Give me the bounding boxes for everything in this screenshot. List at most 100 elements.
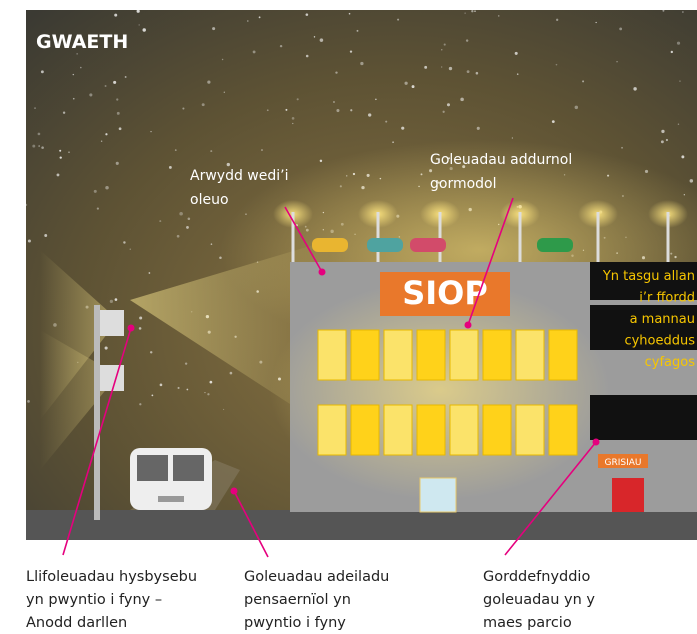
star <box>333 101 335 103</box>
label-line: Llifoleuadau hysbysebu <box>26 569 197 585</box>
star <box>368 113 371 116</box>
pointer-dot <box>319 269 326 276</box>
star <box>138 24 139 25</box>
star <box>139 403 141 405</box>
lamp-post <box>667 212 670 262</box>
star <box>177 235 180 238</box>
lamp-post <box>439 212 442 262</box>
bus-window <box>137 455 168 481</box>
star <box>160 384 163 387</box>
star <box>105 133 107 135</box>
window <box>384 405 412 455</box>
bus-plate <box>158 496 184 502</box>
star <box>202 103 205 106</box>
star <box>444 43 446 45</box>
star <box>186 389 188 391</box>
entrance <box>420 478 456 512</box>
star <box>661 130 664 133</box>
star <box>68 151 70 153</box>
star <box>447 103 450 106</box>
bus-window <box>173 455 204 481</box>
star <box>476 72 479 75</box>
star <box>616 61 617 62</box>
star <box>441 66 442 67</box>
label-line: Gorddefnyddio <box>483 569 590 585</box>
star <box>677 42 680 45</box>
star <box>464 12 465 13</box>
star <box>179 212 183 216</box>
star <box>575 106 578 109</box>
star <box>253 50 256 53</box>
star <box>679 80 680 81</box>
star <box>41 70 44 73</box>
star <box>149 272 151 274</box>
pointer-dot <box>231 488 238 495</box>
star <box>204 392 205 393</box>
star <box>443 111 445 113</box>
window <box>450 405 478 455</box>
star <box>116 162 119 165</box>
star <box>512 137 513 138</box>
label-line: pwyntio i fyny <box>244 615 346 631</box>
star <box>247 20 248 21</box>
label-line: Goleuadau addurnol <box>430 152 572 168</box>
star <box>595 22 596 23</box>
star <box>110 300 113 303</box>
star <box>25 204 27 206</box>
star <box>306 55 309 58</box>
star <box>466 39 468 41</box>
window <box>318 405 346 455</box>
star <box>392 141 394 143</box>
star <box>210 150 212 152</box>
star <box>123 241 125 243</box>
star <box>28 239 31 242</box>
star <box>471 10 473 12</box>
star <box>59 150 61 152</box>
star <box>306 13 309 16</box>
star <box>666 139 668 141</box>
star <box>80 67 82 69</box>
window <box>483 405 511 455</box>
car <box>410 238 446 252</box>
window <box>549 405 577 455</box>
star <box>619 27 622 30</box>
star <box>41 146 44 149</box>
window <box>417 330 445 380</box>
star <box>690 179 693 182</box>
pointer-dot <box>465 322 472 329</box>
star <box>405 82 408 85</box>
star <box>125 76 127 78</box>
stairs-sign-text: GRISIAU <box>605 458 642 468</box>
star <box>662 10 664 12</box>
star <box>27 400 30 403</box>
star <box>292 123 293 124</box>
star <box>182 107 184 109</box>
star <box>336 109 339 112</box>
star <box>424 66 427 69</box>
label-line: cyhoeddus <box>624 334 695 349</box>
star <box>314 36 315 37</box>
star <box>292 117 295 120</box>
star <box>211 243 213 245</box>
star <box>137 10 140 13</box>
star <box>115 298 118 301</box>
label-line: goleuadau yn y <box>483 592 595 608</box>
label-line: Goleuadau adeiladu <box>244 569 389 585</box>
star <box>185 362 187 364</box>
star <box>222 59 223 60</box>
lamp-post <box>377 212 380 262</box>
star <box>150 131 151 132</box>
star <box>175 149 177 151</box>
label-line: a mannau <box>630 312 695 327</box>
star <box>60 156 62 158</box>
window <box>417 405 445 455</box>
label-line: pensaernïol yn <box>244 592 351 608</box>
road <box>26 510 697 540</box>
star <box>375 99 376 100</box>
star <box>139 317 142 320</box>
illustration: SIOP GRISIAU GWAETH Arwydd wedi’ioleuoGo… <box>0 0 697 634</box>
label-line: cyfagos <box>645 355 696 370</box>
flood-light <box>100 365 124 391</box>
star <box>116 98 118 100</box>
star <box>224 92 225 93</box>
